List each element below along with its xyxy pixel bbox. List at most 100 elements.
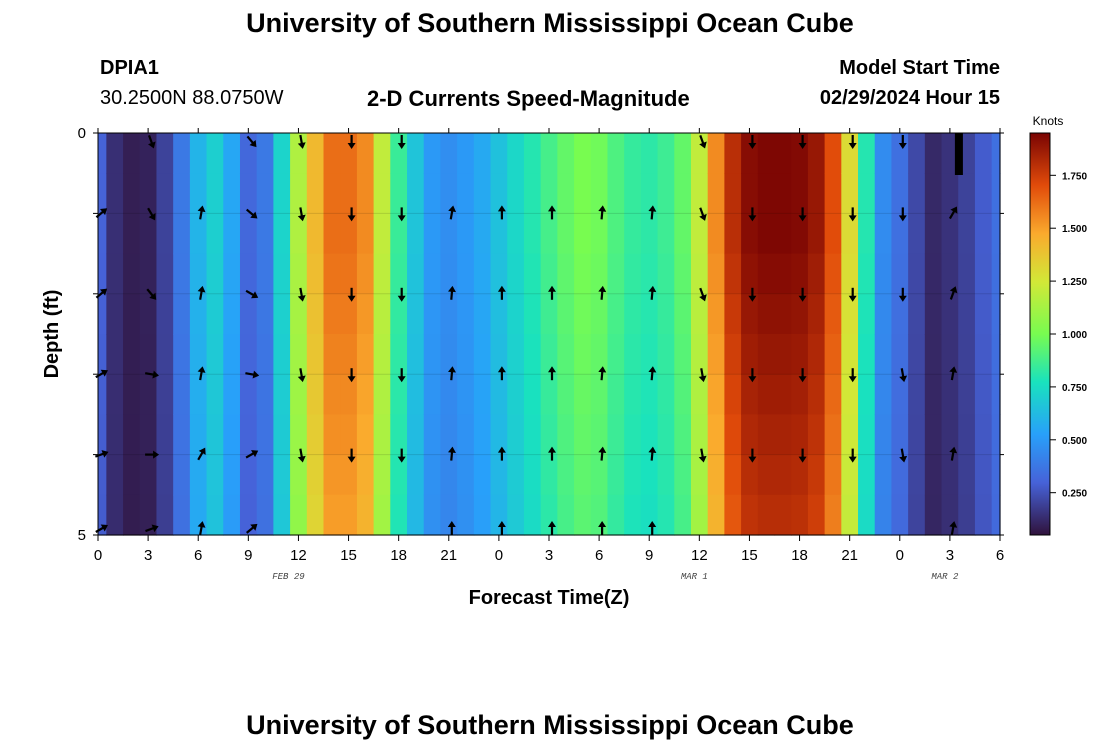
current-arrow	[949, 286, 958, 300]
current-arrow	[598, 205, 607, 220]
x-tick-label: 18	[791, 547, 808, 564]
heatmap-cell	[123, 173, 141, 214]
heatmap-cell	[156, 494, 174, 536]
heatmap-cell	[423, 334, 442, 375]
heatmap-cell	[640, 133, 659, 174]
heatmap-cell	[674, 133, 692, 174]
heatmap-cell	[473, 494, 492, 536]
heatmap-cell	[273, 173, 291, 214]
heatmap-cell	[540, 454, 558, 496]
heatmap-cell	[473, 253, 492, 295]
heatmap-cell	[98, 414, 107, 456]
heatmap-cell	[590, 334, 609, 375]
current-arrow	[798, 368, 807, 383]
heatmap-cell	[858, 253, 876, 295]
heatmap-cell	[457, 334, 475, 375]
heatmap-cell	[139, 334, 158, 375]
heatmap-cell	[256, 334, 274, 375]
heatmap-cell	[858, 494, 876, 536]
colorbar-gradient	[1029, 132, 1051, 536]
heatmap-cell	[440, 213, 458, 255]
heatmap-cell	[139, 213, 158, 255]
heatmap-cell	[624, 494, 642, 536]
current-arrow	[347, 368, 356, 383]
heatmap-cell	[407, 374, 425, 415]
heatmap-cell	[523, 374, 542, 415]
heatmap-cell	[824, 494, 842, 536]
heatmap-cell	[690, 454, 709, 496]
heatmap-cell	[724, 334, 742, 375]
heatmap-cell	[123, 293, 141, 335]
heatmap-cell	[690, 414, 709, 456]
heatmap-cell	[841, 414, 859, 456]
heatmap-cell	[574, 293, 592, 335]
heatmap-cell	[156, 334, 174, 375]
heatmap-cell	[407, 173, 425, 214]
x-tick-label: 9	[244, 547, 252, 564]
heatmap-cell	[958, 334, 976, 375]
heatmap-cell	[189, 374, 208, 415]
heatmap-cell	[924, 494, 943, 536]
heatmap-cell	[774, 334, 792, 375]
heatmap-cell	[707, 494, 725, 536]
heatmap-cell	[323, 414, 341, 456]
heatmap-cell	[340, 173, 358, 214]
heatmap-cell	[791, 293, 809, 335]
heatmap-cell	[724, 494, 742, 536]
heatmap-cell	[540, 374, 558, 415]
current-arrow	[548, 446, 556, 461]
heatmap-cell	[206, 494, 224, 536]
heatmap-cell	[807, 334, 826, 375]
heatmap-cell	[173, 414, 191, 456]
heatmap-cell	[741, 334, 759, 375]
heatmap-cell	[908, 253, 926, 295]
heatmap-cell	[841, 293, 859, 335]
heatmap-cell	[523, 334, 542, 375]
current-arrow	[197, 366, 206, 381]
heatmap-cell	[807, 454, 826, 496]
heatmap-cell	[239, 213, 258, 255]
heatmap-cell	[874, 213, 893, 255]
colorbar-tick-label: 1.500	[1062, 224, 1087, 235]
heatmap-cell	[273, 133, 291, 174]
heatmap-cell	[189, 454, 208, 496]
heatmap-cell	[624, 374, 642, 415]
heatmap-cell	[958, 454, 976, 496]
heatmap-cell	[640, 253, 659, 295]
heatmap-cell	[674, 494, 692, 536]
heatmap-cell	[340, 293, 358, 335]
heatmap-cell	[924, 253, 943, 295]
heatmap-cell	[607, 133, 625, 174]
heatmap-cell	[674, 253, 692, 295]
current-arrow	[648, 205, 657, 220]
heatmap-cell	[457, 293, 475, 335]
heatmap-cell	[290, 334, 308, 375]
heatmap-cell	[306, 173, 325, 214]
heatmap-cell	[941, 494, 959, 536]
heatmap-cell	[156, 454, 174, 496]
current-arrow	[699, 134, 707, 149]
heatmap-cell	[323, 173, 341, 214]
heatmap-cell	[407, 414, 425, 456]
heatmap-cell	[490, 414, 508, 456]
heatmap-cell	[991, 494, 1001, 536]
heatmap-cell	[373, 334, 391, 375]
current-arrow	[95, 369, 108, 379]
x-tick-label: 6	[595, 547, 603, 564]
current-arrow	[246, 135, 257, 148]
heatmap-cell	[807, 494, 826, 536]
current-arrow	[648, 446, 657, 461]
current-arrow	[548, 285, 556, 300]
heatmap-cell	[791, 213, 809, 255]
heatmap-cell	[340, 133, 358, 174]
current-arrow	[347, 135, 356, 149]
heatmap-cell	[457, 133, 475, 174]
station-id: DPIA1	[100, 57, 159, 79]
heatmap-cell	[757, 414, 776, 456]
heatmap-cell	[540, 173, 558, 214]
current-arrow	[197, 521, 206, 536]
x-tick-label: 0	[495, 547, 503, 564]
heatmap-cell	[523, 293, 542, 335]
heatmap-cell	[574, 133, 592, 174]
heatmap-cell	[156, 414, 174, 456]
